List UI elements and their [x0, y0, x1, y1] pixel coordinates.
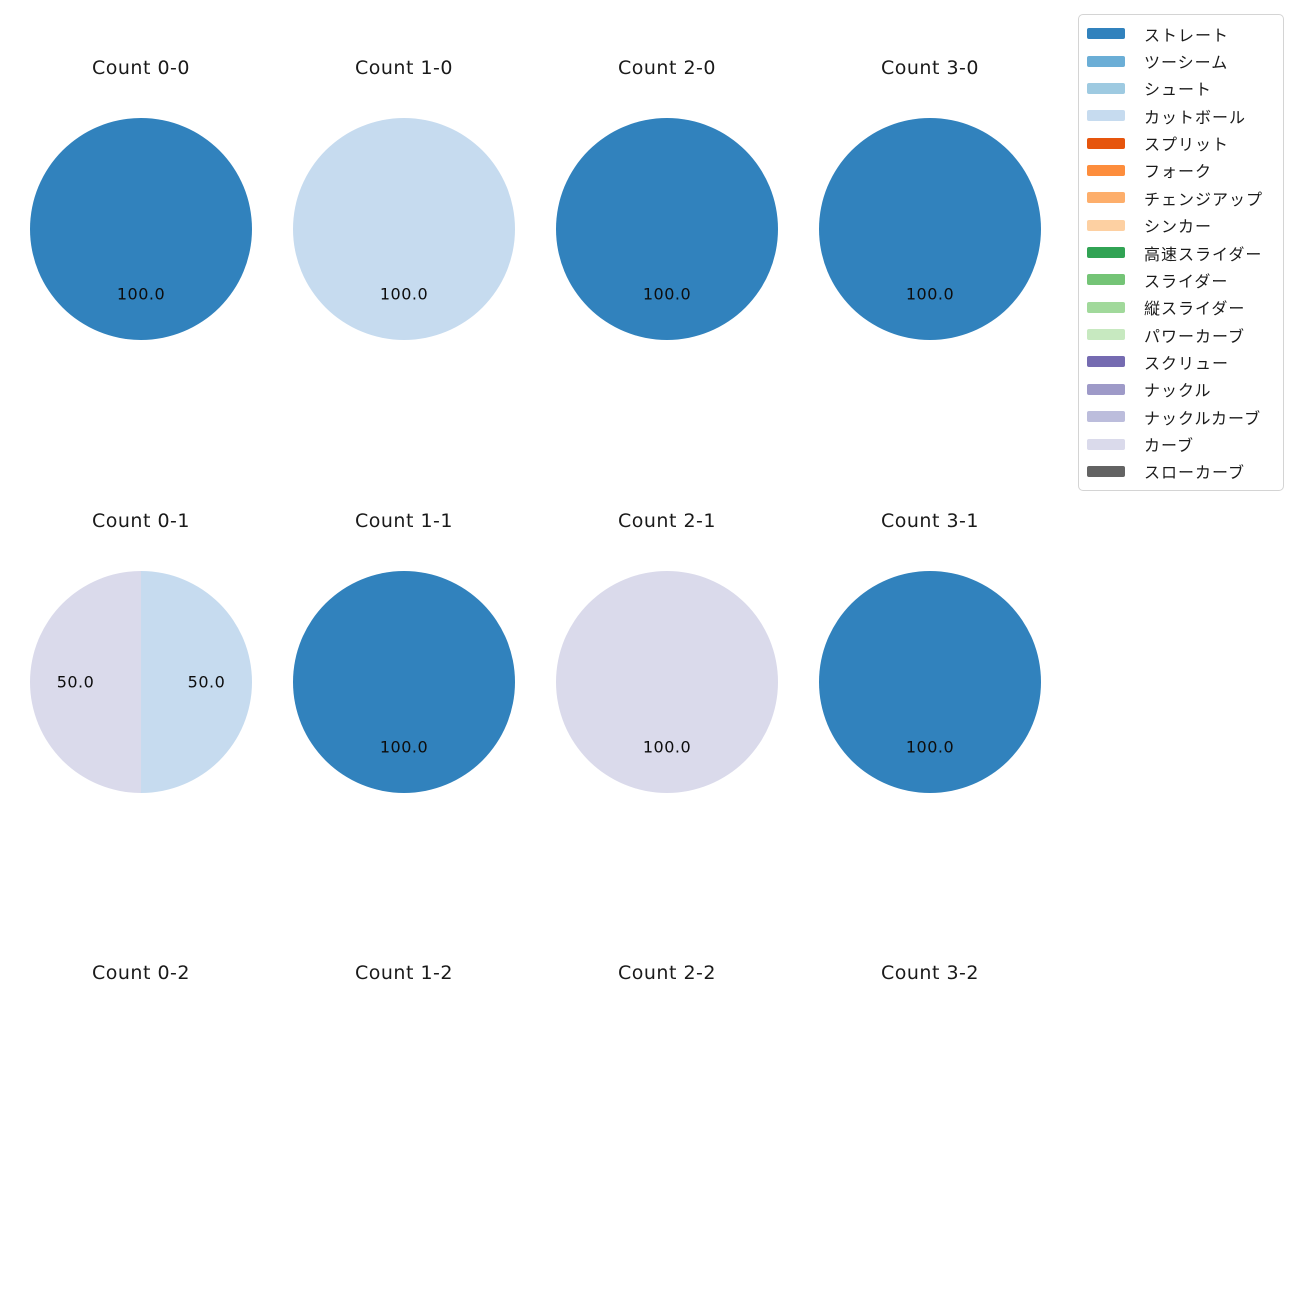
legend-swatch	[1087, 329, 1125, 341]
pie-chart: 100.0	[556, 571, 778, 793]
pie-chart: 50.0 50.0	[30, 571, 252, 793]
legend-item: フォーク	[1079, 157, 1283, 184]
legend-swatch	[1087, 356, 1125, 368]
legend-swatch	[1087, 383, 1125, 395]
legend-label: パワーカーブ	[1144, 326, 1246, 346]
pie-slice-label: 100.0	[905, 284, 955, 304]
legend-swatch	[1087, 28, 1125, 40]
pie-chart: 100.0	[30, 118, 252, 340]
subplot-title: Count 3-1	[881, 510, 979, 532]
legend-item: カーブ	[1079, 430, 1283, 457]
pie-slice-label: 100.0	[905, 737, 955, 757]
legend-label: スローカーブ	[1144, 463, 1246, 483]
legend-label: ナックル	[1144, 381, 1212, 401]
legend-swatch	[1087, 55, 1125, 67]
pie-slice-label: 50.0	[56, 672, 95, 692]
legend-swatch	[1087, 274, 1125, 286]
legend-item: ストレート	[1079, 20, 1283, 47]
legend-item: スクリュー	[1079, 348, 1283, 375]
legend-item: スローカーブ	[1079, 458, 1283, 485]
legend-label: シンカー	[1144, 217, 1213, 237]
subplot-title: Count 1-1	[355, 510, 453, 532]
pie-chart: 100.0	[819, 118, 1041, 340]
pie-slice-label: 100.0	[379, 737, 429, 757]
legend-item: ツーシーム	[1079, 47, 1283, 74]
legend-swatch	[1087, 110, 1125, 122]
legend-label: ツーシーム	[1144, 53, 1229, 73]
pie-slice-label: 100.0	[642, 737, 692, 757]
pie-chart: 100.0	[293, 118, 515, 340]
legend-label: スライダー	[1144, 271, 1229, 291]
legend-swatch	[1087, 192, 1125, 204]
legend-swatch	[1087, 247, 1125, 259]
legend-label: カットボール	[1144, 107, 1247, 127]
legend-swatch	[1087, 438, 1125, 450]
legend-label: カーブ	[1144, 436, 1195, 456]
legend-item: ナックル	[1079, 376, 1283, 403]
subplot-title: Count 1-2	[355, 962, 453, 984]
legend-label: スクリュー	[1144, 353, 1230, 373]
legend-item: スプリット	[1079, 129, 1283, 156]
legend-box: ストレートツーシームシュートカットボール スプリットフォークチェンジアップ シンカー…	[1078, 14, 1284, 491]
subplot-title: Count 2-0	[618, 57, 716, 79]
subplot-title: Count 0-0	[92, 57, 190, 79]
subplot-title: Count 2-1	[618, 510, 716, 532]
legend-label: ナックルカーブ	[1144, 408, 1262, 428]
pie-chart: 100.0	[819, 571, 1041, 793]
legend-item: ナックルカーブ	[1079, 403, 1283, 430]
legend-swatch	[1087, 137, 1125, 149]
pie-chart: 100.0	[556, 118, 778, 340]
pie-chart: 100.0	[293, 571, 515, 793]
pie-slice-label: 50.0	[187, 672, 226, 692]
pie-slice-label: 100.0	[116, 284, 166, 304]
pie-slice-label: 100.0	[642, 284, 692, 304]
pie-slice-label: 100.0	[379, 284, 429, 304]
legend-label: フォーク	[1144, 162, 1213, 182]
legend-label: ストレート	[1144, 25, 1230, 45]
legend-label: スプリット	[1144, 135, 1230, 155]
legend-swatch	[1087, 164, 1125, 176]
subplot-title: Count 3-0	[881, 57, 979, 79]
legend-label: シュート	[1144, 80, 1213, 100]
legend-label: 縦スライダー	[1144, 299, 1246, 319]
legend-item: パワーカーブ	[1079, 321, 1283, 348]
legend-swatch	[1087, 82, 1125, 94]
legend-item: カットボール	[1079, 102, 1283, 129]
legend-swatch	[1087, 219, 1125, 231]
subplot-title: Count 2-2	[618, 962, 716, 984]
subplot-title: Count 3-2	[881, 962, 979, 984]
legend-label: 高速スライダー	[1144, 244, 1263, 264]
legend-label: チェンジアップ	[1144, 189, 1264, 209]
legend-item: 縦スライダー	[1079, 294, 1283, 321]
subplot-title: Count 0-1	[92, 510, 190, 532]
legend-item: 高速スライダー	[1079, 239, 1283, 266]
legend-swatch	[1087, 411, 1125, 423]
legend-item: スライダー	[1079, 266, 1283, 293]
legend-item: シンカー	[1079, 212, 1283, 239]
legend-item: シュート	[1079, 75, 1283, 102]
legend-swatch	[1087, 301, 1125, 313]
subplot-title: Count 0-2	[92, 962, 190, 984]
legend-item: チェンジアップ	[1079, 184, 1283, 211]
subplot-title: Count 1-0	[355, 57, 453, 79]
legend-swatch	[1087, 465, 1125, 477]
